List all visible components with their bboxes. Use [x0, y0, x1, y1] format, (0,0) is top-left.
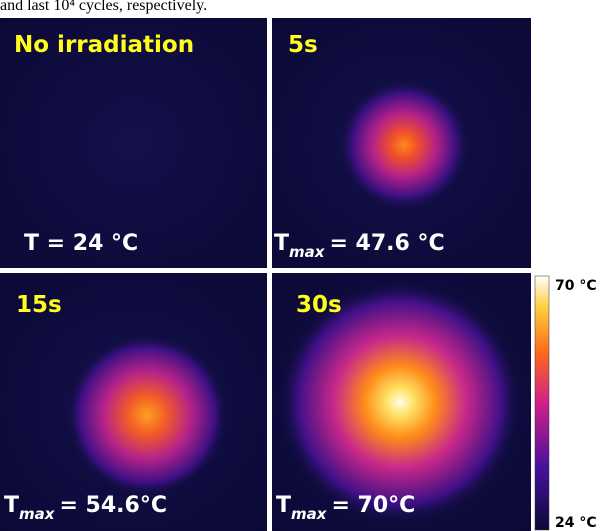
value: = 54.6°C	[59, 493, 167, 518]
symbol: T	[274, 231, 289, 256]
subscript: max	[19, 505, 56, 523]
temperature: T = 24 °C	[24, 231, 138, 256]
panel-label: 5s	[288, 32, 318, 58]
panel-label: 15s	[16, 292, 62, 318]
symbol: T	[4, 493, 19, 518]
hot-spot	[67, 335, 227, 495]
value: = 70°C	[331, 493, 415, 518]
colorbar-max: 70 °C	[555, 278, 597, 294]
subscript: max	[291, 505, 328, 523]
figure: and last 10⁴ cycles, respectively. No ir…	[0, 0, 611, 531]
colorbar-min: 24 °C	[555, 515, 597, 531]
hot-spot	[280, 282, 520, 522]
symbol: T	[276, 493, 291, 518]
panel-label: No irradiation	[14, 32, 194, 58]
caption-fragment: and last 10⁴ cycles, respectively.	[0, 0, 207, 14]
panel-label: 30s	[296, 292, 342, 318]
subscript: max	[289, 243, 326, 261]
value: = 47.6 °C	[329, 231, 444, 256]
colorbar	[535, 276, 549, 530]
hot-spot	[339, 80, 469, 210]
